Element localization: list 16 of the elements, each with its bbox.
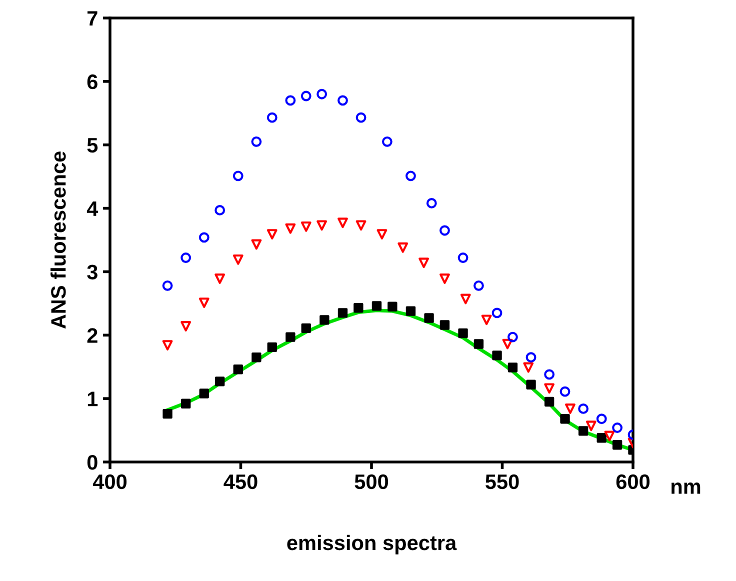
y-tick-label: 0 <box>87 455 98 470</box>
text: nm <box>672 482 700 494</box>
y-tick-label: 7 <box>88 11 98 26</box>
y-tick-label: 6 <box>87 74 98 90</box>
y-tick-label: 2 <box>87 328 98 343</box>
x-axis-title: emission spectra <box>287 534 457 554</box>
y-tick-label: 3 <box>87 264 98 280</box>
x-tick-label: 450 <box>224 474 258 490</box>
y-axis-title: ANS fluorescence <box>50 152 66 329</box>
y-tick-label: 4 <box>86 202 98 216</box>
x-tick-label: 550 <box>486 474 519 490</box>
y-tick-label: 1 <box>88 392 98 406</box>
x-tick-label: 500 <box>354 474 388 490</box>
y-tick-label: 5 <box>87 138 98 153</box>
x-tick-label: 400 <box>92 474 127 490</box>
x-tick-label: 600 <box>616 474 650 490</box>
